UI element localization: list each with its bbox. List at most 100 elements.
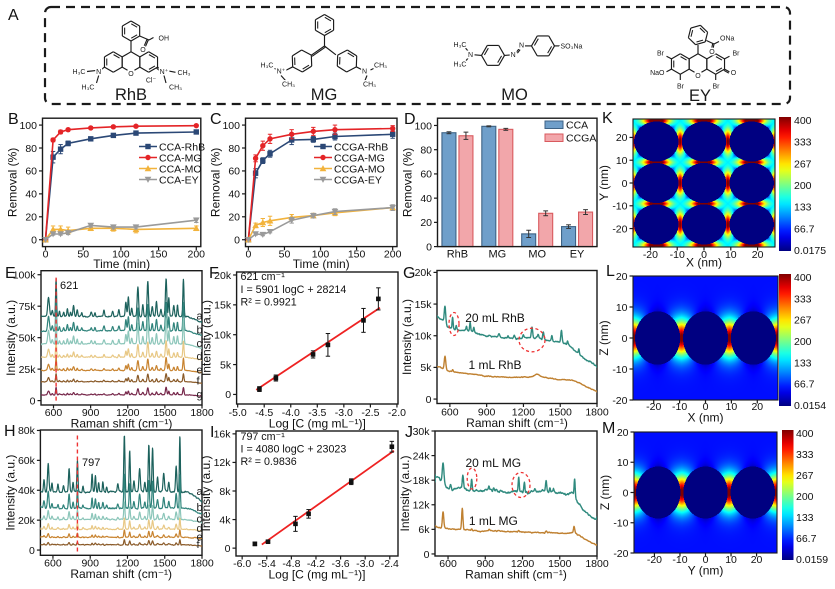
y-axis-title: Removal (%) — [209, 148, 223, 217]
bar-CCGA-RhB — [458, 135, 474, 248]
curve-letter-g: g — [197, 389, 203, 401]
ring-bond — [324, 14, 334, 21]
y-tick-label: 0 — [426, 241, 432, 253]
x-tick-label: -2.0 — [388, 407, 406, 419]
colorbar-label: 200 — [794, 336, 812, 348]
axes-frame — [436, 117, 598, 248]
panel-letter-h: H — [4, 423, 16, 440]
atom-label-halo: OH — [159, 36, 170, 43]
marker-triangle-down — [288, 217, 296, 224]
bond — [86, 70, 96, 73]
colorbar-label: 400 — [794, 115, 812, 127]
map-frame — [633, 431, 778, 554]
legend-label: CCA-MO — [159, 164, 202, 176]
category-label: RhB — [447, 249, 468, 261]
colorbar-label: 400 — [794, 272, 812, 284]
marker-circle — [389, 125, 396, 132]
colorbar-label: 267 — [794, 315, 812, 327]
y-axis-title: Intensity (a.u.) — [3, 455, 17, 531]
y-tick-label: 0 — [623, 487, 629, 499]
bond — [706, 39, 715, 45]
x-axis-title: Time (min) — [93, 257, 150, 271]
marker-triangle-down — [192, 217, 200, 224]
axes-frame — [41, 117, 202, 248]
double-bond — [156, 67, 161, 72]
marker-circle — [310, 128, 317, 135]
y-tick-label: 12k — [214, 457, 232, 469]
y-tick-label: 30k — [413, 426, 431, 438]
y-tick-label: -20 — [612, 223, 627, 235]
colorbar-label: 66.7 — [796, 533, 817, 545]
annotation-1: I = 4080 logC + 23023 — [241, 444, 347, 456]
curve-letter-e: e — [197, 531, 203, 543]
marker-square — [288, 137, 295, 143]
axes-frame — [40, 270, 203, 406]
atom-label-halo: H₃C — [454, 62, 467, 69]
atom-label-halo: O — [731, 70, 737, 77]
category-label: MO — [528, 249, 546, 261]
colorbar-label: 333 — [794, 137, 812, 149]
marker-triangle-down — [266, 228, 274, 236]
ring-bond — [715, 53, 725, 60]
panel-letter-f: F — [209, 265, 219, 282]
x-tick-label: 600 — [439, 558, 457, 570]
marker-square — [320, 143, 326, 150]
highlight-ellipse — [518, 327, 546, 353]
y-tick-label: -20 — [612, 395, 627, 407]
raman-curve-c — [41, 316, 202, 349]
axes-frame — [244, 117, 398, 248]
bond — [355, 66, 363, 71]
colorbar-label: 66.7 — [794, 379, 815, 391]
x-tick-label: -4.8 — [282, 558, 300, 570]
atom-label-halo: H₃C — [82, 85, 95, 92]
curve-letter-d: d — [197, 523, 203, 535]
atom-label-halo: CH₃ — [374, 63, 387, 70]
x-axis-title: X (nm) — [688, 411, 724, 425]
marker-circle — [267, 136, 273, 142]
double-bond — [723, 69, 730, 74]
marker-triangle-up — [49, 226, 57, 233]
atom-label: CH₃ — [374, 63, 387, 70]
y-tick-label: 20 — [617, 427, 629, 439]
x-tick-label: -10 — [670, 249, 685, 261]
x-tick-label: -3.0 — [335, 407, 353, 419]
series-CCA-RhB — [42, 129, 199, 243]
axes-frame — [235, 271, 399, 405]
aromatic-inner-bond — [497, 55, 503, 63]
legend-entry-CCGA-MO: CCGA-MO — [314, 164, 385, 176]
raman-curve-b — [40, 473, 203, 515]
ring-bond — [113, 51, 123, 58]
ring-bond — [706, 53, 716, 60]
y-tick-label: 0 — [622, 333, 628, 345]
y-axis-title: Intensity (a.u.) — [4, 300, 18, 376]
raman-curve-d — [40, 517, 203, 533]
marker-square — [332, 133, 338, 140]
annotation-2: R² = 0.9921 — [241, 297, 297, 309]
curve-label: 1 mL MG — [469, 514, 518, 528]
marker-square — [389, 131, 396, 137]
marker-line-label: 621 — [60, 280, 78, 292]
ring-bond — [531, 45, 538, 57]
raman-curve-e — [41, 356, 202, 374]
ring-bond — [122, 35, 132, 42]
ring-bond — [291, 49, 302, 57]
y-tick-label: 80k — [18, 425, 36, 437]
panel-M-axes: -20 -10 0 10 20 -20 -10 0 10 20 Y (nm) Z (nm) 400 333… — [598, 427, 828, 578]
y-tick-label: 0 — [225, 389, 231, 401]
marker-triangle-down — [319, 176, 327, 183]
ring-bond — [548, 35, 555, 47]
ring-bond — [139, 66, 149, 73]
annotation-2: R² = 0.9836 — [241, 456, 297, 468]
bond — [364, 75, 368, 81]
atom-label: O — [140, 47, 146, 54]
atom-label-halo: CH₃ — [282, 82, 295, 89]
bond — [324, 45, 337, 56]
marker-triangle-up — [266, 217, 274, 224]
ring-bond — [671, 53, 681, 60]
marker-circle — [260, 143, 266, 149]
y-axis-title: Z (nm) — [597, 320, 611, 355]
atom-label-halo: H₃C — [454, 42, 467, 49]
y-tick-label: 40 — [228, 189, 240, 201]
